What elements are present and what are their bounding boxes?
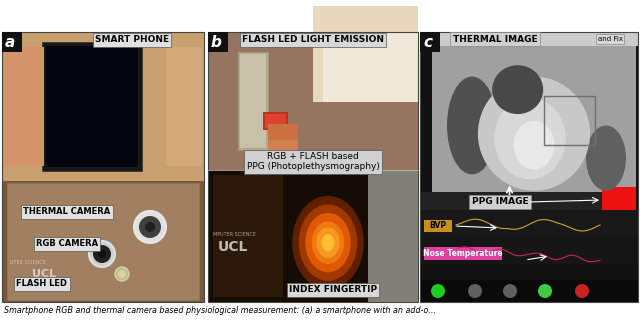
Circle shape xyxy=(145,222,155,232)
Text: UCL: UCL xyxy=(32,269,56,279)
Bar xyxy=(42,42,142,171)
Bar xyxy=(420,192,602,212)
Bar xyxy=(424,220,452,232)
Bar xyxy=(323,33,418,102)
Bar xyxy=(208,170,418,302)
Text: Smartphone RGB and thermal camera based physiological measurement: (a) a smartph: Smartphone RGB and thermal camera based … xyxy=(4,306,436,315)
Bar xyxy=(268,124,298,162)
Bar xyxy=(420,280,638,302)
Ellipse shape xyxy=(478,76,590,191)
Text: c: c xyxy=(423,35,432,50)
Bar xyxy=(432,44,636,207)
Ellipse shape xyxy=(514,121,554,170)
Bar xyxy=(268,140,298,160)
Text: THERMAL IMAGE: THERMAL IMAGE xyxy=(452,35,538,44)
Circle shape xyxy=(538,284,552,298)
Text: FLASH LED: FLASH LED xyxy=(17,279,67,289)
Circle shape xyxy=(503,284,517,298)
Bar xyxy=(2,32,204,302)
Bar xyxy=(166,47,202,165)
Ellipse shape xyxy=(321,234,335,251)
Bar xyxy=(7,182,199,300)
Text: MPUTER SCIENCE: MPUTER SCIENCE xyxy=(213,231,256,236)
Ellipse shape xyxy=(316,227,340,258)
Text: BVP: BVP xyxy=(429,221,447,230)
Circle shape xyxy=(139,216,161,238)
Text: b: b xyxy=(211,35,222,50)
Text: RGB + FLASH based
PPG (Photoplethysmography): RGB + FLASH based PPG (Photoplethysmogra… xyxy=(246,152,380,172)
Circle shape xyxy=(89,241,115,267)
Text: and Fix: and Fix xyxy=(598,36,623,42)
Bar xyxy=(238,52,268,150)
Bar xyxy=(420,32,638,46)
Text: SMART PHONE: SMART PHONE xyxy=(95,36,169,44)
Ellipse shape xyxy=(305,213,351,272)
Text: INDEX FINGERTIP: INDEX FINGERTIP xyxy=(289,285,377,294)
Circle shape xyxy=(468,284,482,298)
Circle shape xyxy=(134,211,166,243)
Bar xyxy=(46,46,138,166)
Text: UCL: UCL xyxy=(218,240,248,254)
Ellipse shape xyxy=(586,125,626,191)
Bar xyxy=(420,210,638,240)
Circle shape xyxy=(93,245,111,263)
Bar xyxy=(313,6,418,102)
Circle shape xyxy=(431,284,445,298)
Ellipse shape xyxy=(312,221,344,264)
Bar xyxy=(2,32,204,180)
Bar xyxy=(420,32,638,302)
Text: THERMAL CAMERA: THERMAL CAMERA xyxy=(24,207,111,217)
Bar xyxy=(420,238,638,264)
Bar xyxy=(2,32,22,52)
Ellipse shape xyxy=(494,98,566,179)
Bar xyxy=(263,112,288,130)
Bar xyxy=(544,96,595,145)
Text: UTER SCIENCE: UTER SCIENCE xyxy=(10,260,46,265)
Bar xyxy=(2,47,44,165)
Ellipse shape xyxy=(447,76,497,174)
Ellipse shape xyxy=(492,65,543,114)
Bar xyxy=(213,175,283,297)
Bar xyxy=(420,32,440,52)
Circle shape xyxy=(118,270,126,278)
Bar xyxy=(208,32,418,302)
Bar xyxy=(424,247,502,260)
Ellipse shape xyxy=(299,204,357,281)
Bar xyxy=(2,180,204,302)
Bar xyxy=(208,32,228,52)
Bar xyxy=(208,32,418,170)
Text: RGB CAMERA: RGB CAMERA xyxy=(36,239,98,249)
Text: Nose Temperature: Nose Temperature xyxy=(423,249,503,258)
Ellipse shape xyxy=(292,196,364,289)
Bar xyxy=(240,54,266,148)
Circle shape xyxy=(115,267,129,281)
Bar xyxy=(602,187,636,227)
Bar xyxy=(420,32,638,302)
Circle shape xyxy=(575,284,589,298)
Text: a: a xyxy=(5,35,15,50)
Bar xyxy=(368,170,418,302)
Bar xyxy=(2,32,204,302)
Text: PPG IMAGE: PPG IMAGE xyxy=(472,197,528,206)
Text: FLASH LED LIGHT EMISSION: FLASH LED LIGHT EMISSION xyxy=(242,36,384,44)
Circle shape xyxy=(98,250,106,258)
Bar xyxy=(265,114,286,128)
